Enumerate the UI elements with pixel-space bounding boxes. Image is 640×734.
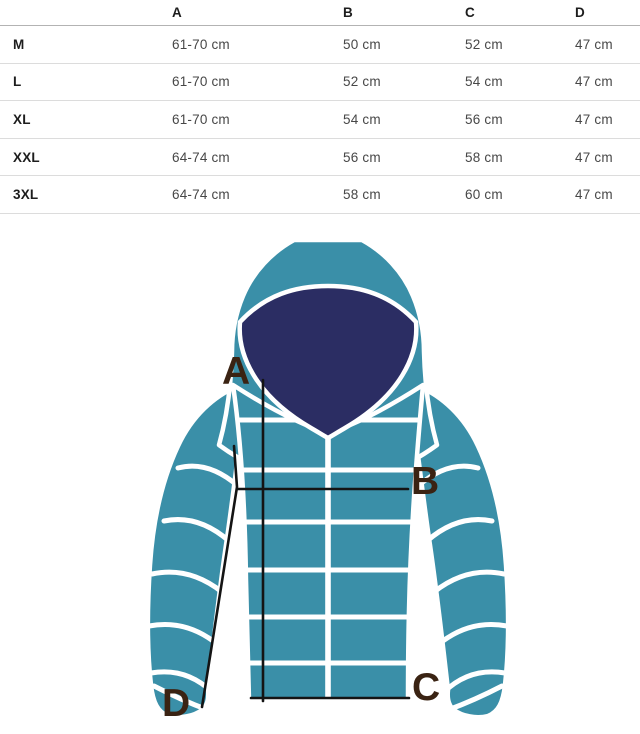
jacket-right-sleeve	[413, 383, 511, 720]
size-chart-table: A B C D M 61-70 cm 50 cm 52 cm 47 cm L 6…	[0, 0, 640, 214]
size-label: M	[0, 25, 172, 64]
measurement-labels: A B C D	[162, 350, 440, 725]
header-row: A B C D	[0, 0, 640, 26]
zipper-line	[325, 434, 331, 700]
measurement-label-d: D	[162, 682, 190, 725]
table-row: XL 61-70 cm 54 cm 56 cm 47 cm	[0, 100, 640, 139]
cell: 58 cm	[343, 175, 465, 214]
cell: 61-70 cm	[172, 25, 343, 64]
measurement-label-a: A	[222, 350, 250, 393]
measurement-lines	[200, 378, 411, 709]
corner-cell	[0, 0, 172, 26]
size-label: XL	[0, 100, 172, 139]
table-row: L 61-70 cm 52 cm 54 cm 47 cm	[0, 63, 640, 102]
measurement-label-c: C	[412, 666, 440, 709]
column-header-c: C	[465, 0, 575, 26]
cell: 58 cm	[465, 138, 575, 177]
table-row: M 61-70 cm 50 cm 52 cm 47 cm	[0, 25, 640, 64]
cell: 47 cm	[575, 175, 640, 214]
cell: 47 cm	[575, 25, 640, 64]
cell: 47 cm	[575, 100, 640, 139]
table-row: XXL 64-74 cm 56 cm 58 cm 47 cm	[0, 138, 640, 177]
size-label: L	[0, 63, 172, 102]
cell: 64-74 cm	[172, 175, 343, 214]
cell: 54 cm	[465, 63, 575, 102]
cell: 56 cm	[465, 100, 575, 139]
table-row: 3XL 64-74 cm 58 cm 60 cm 47 cm	[0, 175, 640, 214]
cell: 64-74 cm	[172, 138, 343, 177]
jacket-left-sleeve	[145, 383, 243, 720]
jacket-hood-lining	[237, 283, 419, 441]
size-label: XXL	[0, 138, 172, 177]
column-header-d: D	[575, 0, 640, 26]
cell: 47 cm	[575, 63, 640, 102]
cell: 61-70 cm	[172, 63, 343, 102]
cell: 60 cm	[465, 175, 575, 214]
size-label: 3XL	[0, 175, 172, 214]
cell: 56 cm	[343, 138, 465, 177]
measurement-label-b: B	[411, 460, 439, 503]
cell: 52 cm	[465, 25, 575, 64]
measurement-line-d	[200, 444, 239, 709]
cell: 54 cm	[343, 100, 465, 139]
cell: 61-70 cm	[172, 100, 343, 139]
column-header-a: A	[172, 0, 343, 26]
cell: 50 cm	[343, 25, 465, 64]
cell: 47 cm	[575, 138, 640, 177]
column-header-b: B	[343, 0, 465, 26]
cell: 52 cm	[343, 63, 465, 102]
